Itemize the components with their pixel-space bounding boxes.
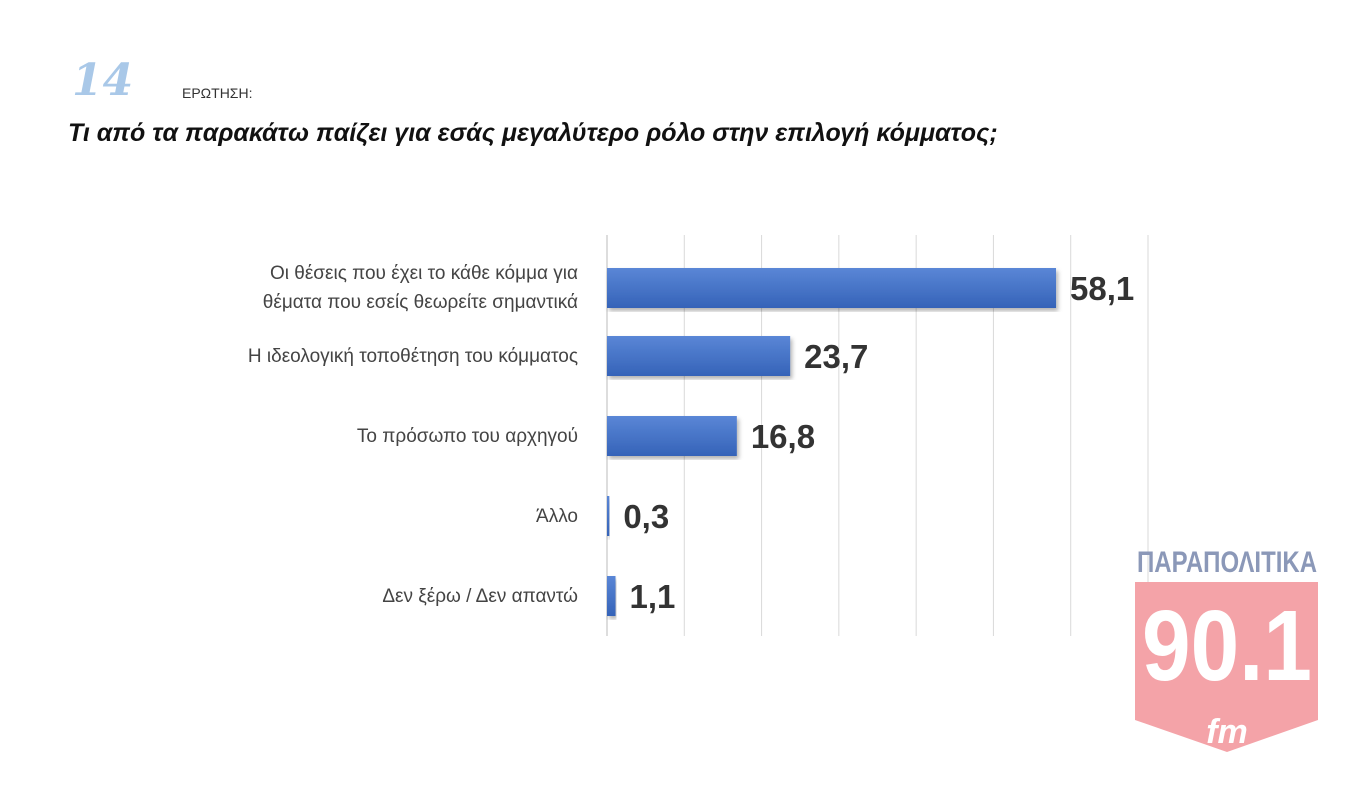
category-label: Η ιδεολογική τοποθέτηση του κόμματος xyxy=(247,345,578,367)
category-label: Δεν ξέρω / Δεν απαντώ xyxy=(382,585,578,607)
parapolitika-logo: ΠΑΡΑΠΟΛΙΤΙΚΑ 90.1 fm xyxy=(1135,546,1318,752)
question-label: ΕΡΩΤΗΣΗ: xyxy=(182,85,253,101)
logo-number: 90.1 xyxy=(1142,590,1312,702)
logo-suffix: fm xyxy=(1206,713,1248,751)
bar xyxy=(607,268,1057,308)
logo-shield xyxy=(1135,582,1318,752)
chart-title: Τι από τα παρακάτω παίζει για εσάς μεγαλ… xyxy=(68,119,998,147)
bar xyxy=(607,336,791,376)
question-number: 14 xyxy=(72,55,134,106)
bar xyxy=(607,576,616,616)
data-label: 1,1 xyxy=(630,578,676,615)
bar xyxy=(607,416,737,456)
data-label: 16,8 xyxy=(751,418,815,455)
data-label: 23,7 xyxy=(804,338,868,375)
category-label: Το πρόσωπο του αρχηγού xyxy=(356,425,578,447)
bar xyxy=(607,496,610,536)
data-label: 58,1 xyxy=(1070,270,1134,307)
category-label: Οι θέσεις που έχει το κάθε κόμμα για θέμα… xyxy=(262,263,578,313)
category-label: Άλλο xyxy=(536,505,578,527)
logo-top-text: ΠΑΡΑΠΟΛΙΤΙΚΑ xyxy=(1137,546,1317,579)
data-label: 0,3 xyxy=(623,498,669,535)
